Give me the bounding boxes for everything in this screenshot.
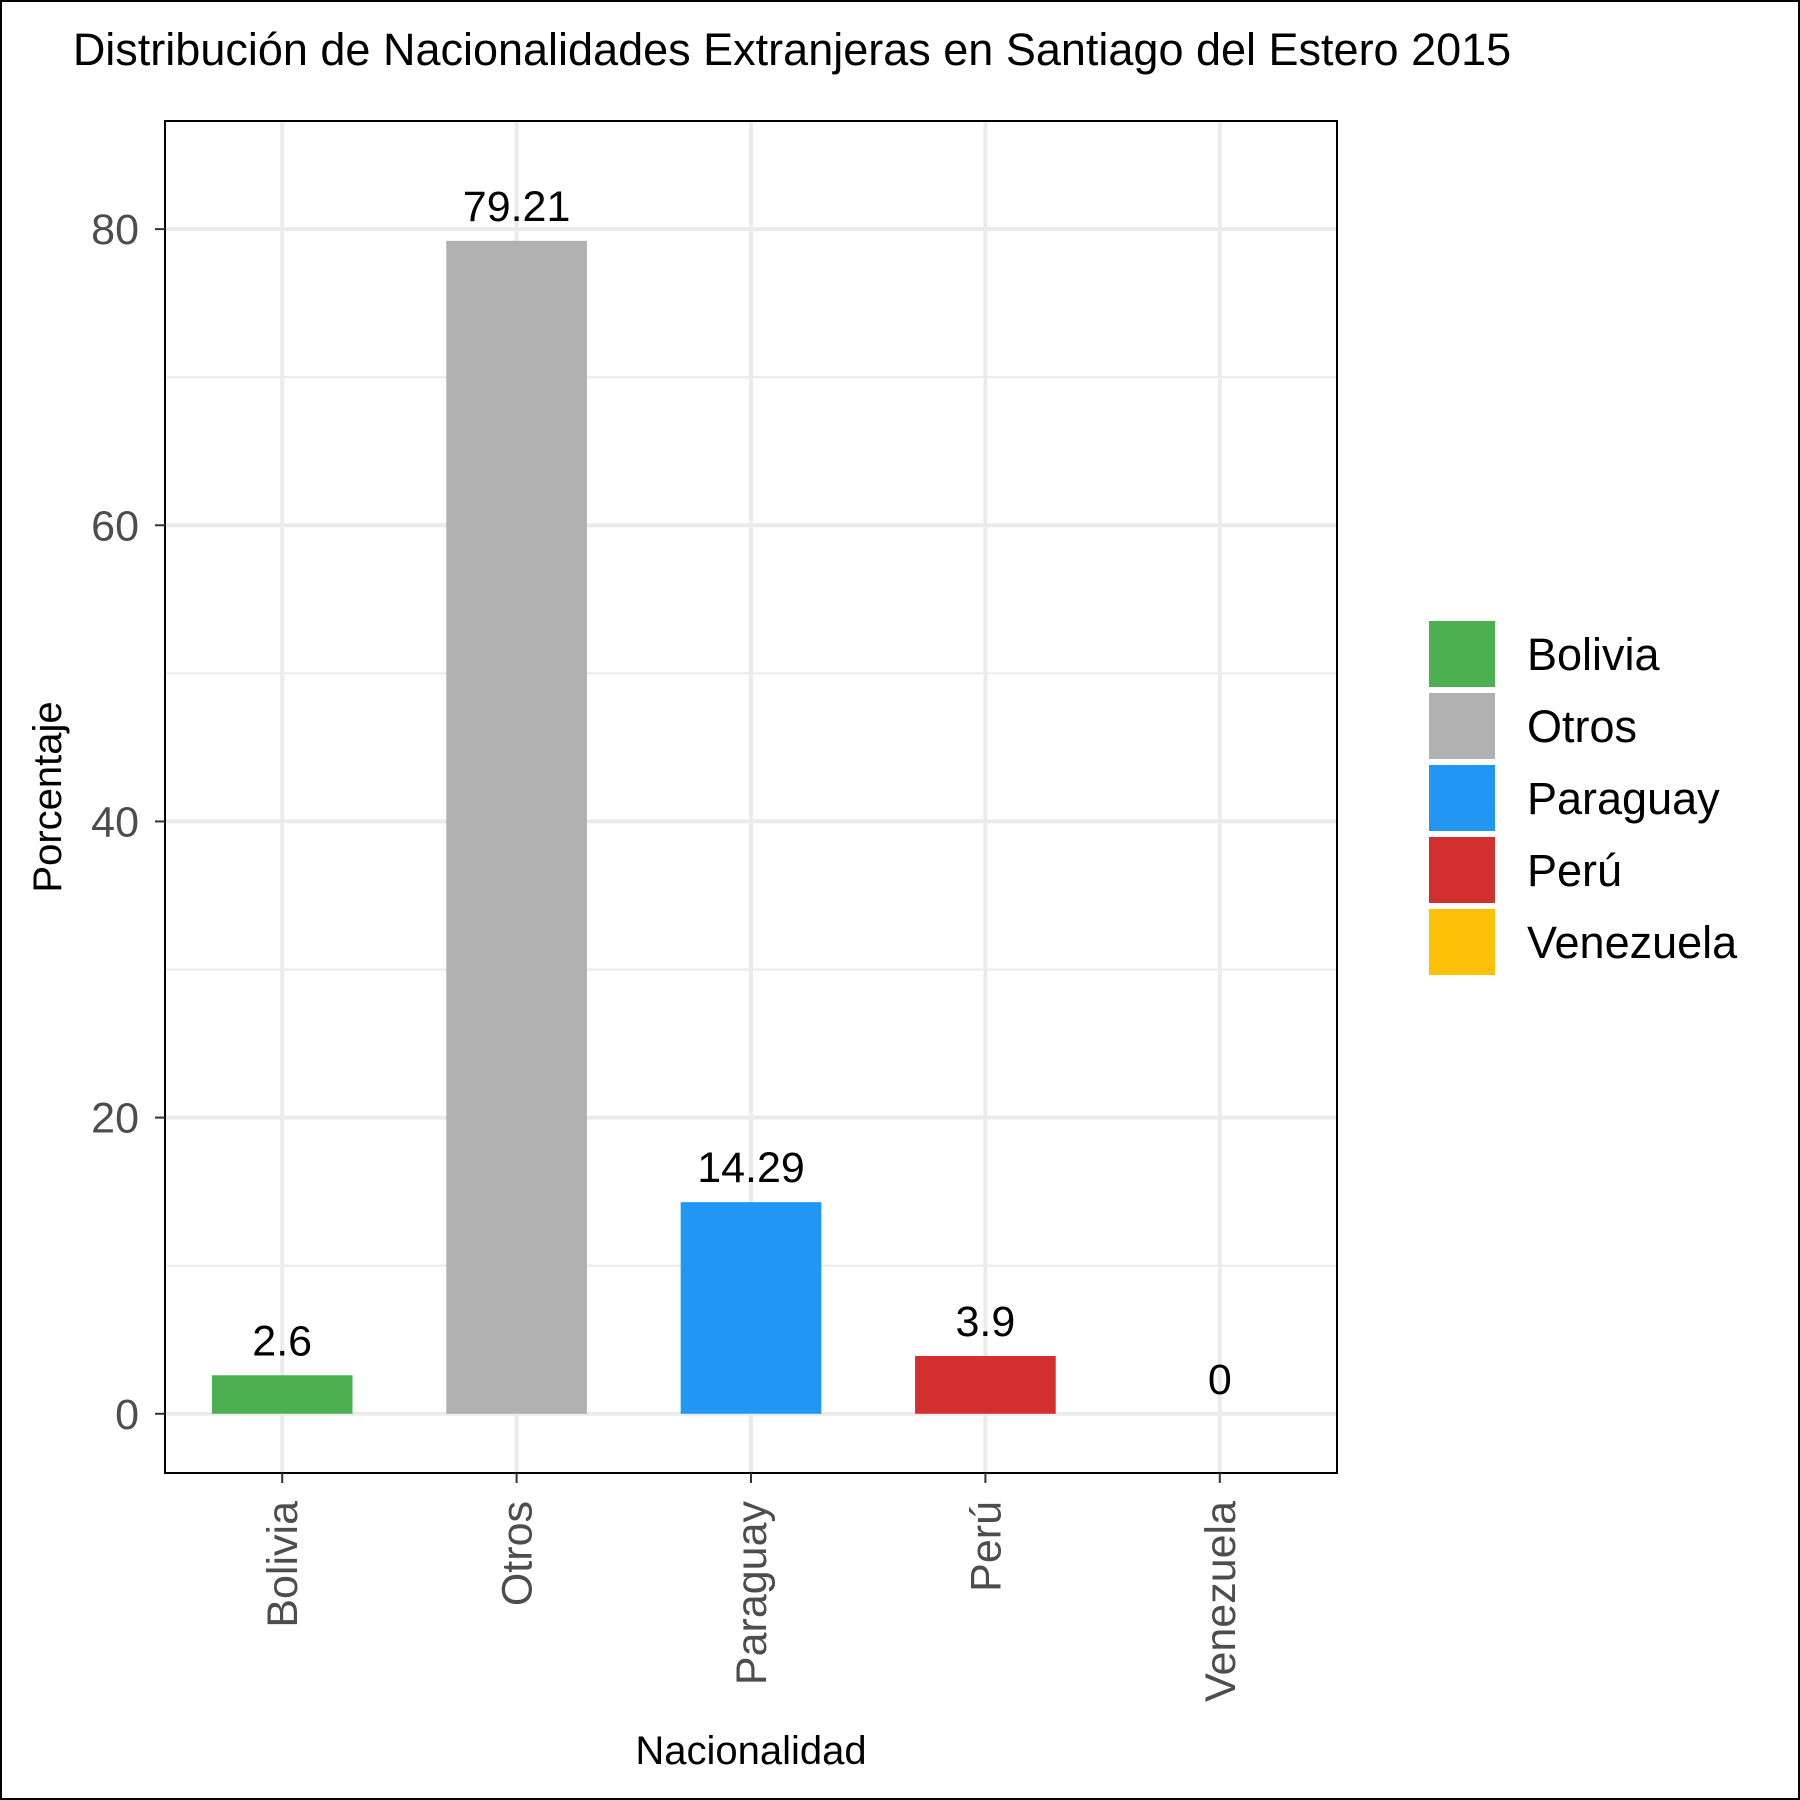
y-tick-label: 40 [91,798,139,846]
x-axis: Bolivia Otros Paraguay Perú Venezuela [259,1473,1245,1702]
bar-paraguay [680,1202,822,1414]
bar-otros [446,240,587,1414]
bars [211,240,1056,1414]
legend-label: Perú [1527,845,1622,896]
y-tick-label: 60 [91,502,139,550]
y-axis-title: Porcentaje [26,701,70,892]
data-label: 3.9 [956,1298,1016,1346]
plot-area: 2.6 79.21 14.29 3.9 0 [164,120,1338,1474]
data-label: 14.29 [697,1144,805,1192]
data-label: 0 [1208,1356,1232,1404]
legend-label: Otros [1527,701,1637,752]
bar-perú [915,1356,1056,1414]
y-tick-label: 20 [91,1095,139,1143]
x-tick-label: Otros [494,1501,542,1606]
y-tick-label: 0 [115,1391,139,1439]
x-axis-title: Nacionalidad [635,1729,866,1773]
x-tick-label: Perú [962,1501,1010,1592]
legend-label: Paraguay [1527,773,1720,824]
data-label: 79.21 [463,183,571,231]
legend-key-perú [1429,837,1495,903]
bar-bolivia [211,1375,353,1414]
x-tick-label: Paraguay [728,1501,776,1686]
legend-key-bolivia [1429,621,1495,687]
x-tick-label: Venezuela [1197,1501,1245,1702]
legend-key-paraguay [1429,765,1495,831]
data-label: 2.6 [252,1317,312,1365]
legend-label: Bolivia [1527,629,1661,680]
y-tick-label: 80 [91,206,139,254]
legend: Bolivia Otros Paraguay Perú Venezuela [1429,621,1738,975]
legend-label: Venezuela [1527,917,1738,968]
data-labels: 2.6 79.21 14.29 3.9 0 [252,183,1231,1404]
y-axis: 0 20 40 60 80 [91,206,165,1439]
chart-title: Distribución de Nacionalidades Extranjer… [73,24,1511,75]
x-tick-label: Bolivia [259,1501,307,1628]
legend-key-venezuela [1429,909,1495,975]
legend-key-otros [1429,693,1495,759]
